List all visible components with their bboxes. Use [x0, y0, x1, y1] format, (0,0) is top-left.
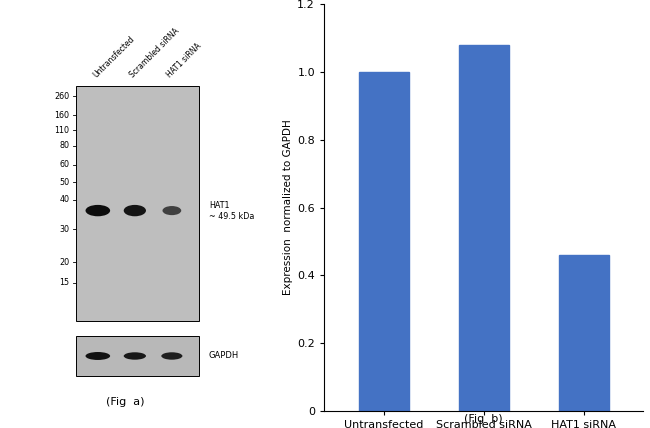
- Y-axis label: Expression  normalized to GAPDH: Expression normalized to GAPDH: [283, 120, 293, 295]
- Text: GAPDH: GAPDH: [209, 351, 239, 360]
- Text: 15: 15: [59, 278, 70, 287]
- Text: 160: 160: [55, 110, 70, 119]
- Ellipse shape: [124, 205, 146, 216]
- Bar: [558, 255, 608, 411]
- Text: (Fig  a): (Fig a): [106, 397, 144, 407]
- Ellipse shape: [162, 206, 181, 215]
- Text: (Fig  b): (Fig b): [465, 414, 503, 424]
- Text: HAT1 siRNA: HAT1 siRNA: [166, 42, 203, 80]
- Text: 80: 80: [59, 141, 70, 150]
- Text: Untransfected: Untransfected: [92, 35, 136, 80]
- Text: 50: 50: [59, 178, 70, 187]
- Text: 60: 60: [59, 160, 70, 169]
- Text: 20: 20: [59, 258, 70, 267]
- Text: 260: 260: [55, 92, 70, 101]
- Ellipse shape: [86, 205, 110, 216]
- Text: HAT1
~ 49.5 kDa: HAT1 ~ 49.5 kDa: [209, 201, 254, 221]
- Bar: [359, 72, 409, 411]
- Ellipse shape: [86, 352, 110, 360]
- Bar: [75, 336, 199, 376]
- Ellipse shape: [161, 352, 183, 360]
- Ellipse shape: [124, 352, 146, 360]
- Text: 110: 110: [55, 126, 70, 135]
- Bar: [459, 45, 509, 411]
- Text: 40: 40: [59, 196, 70, 205]
- Bar: [75, 86, 199, 321]
- Text: Scrambled siRNA: Scrambled siRNA: [129, 27, 181, 80]
- Text: 30: 30: [59, 225, 70, 234]
